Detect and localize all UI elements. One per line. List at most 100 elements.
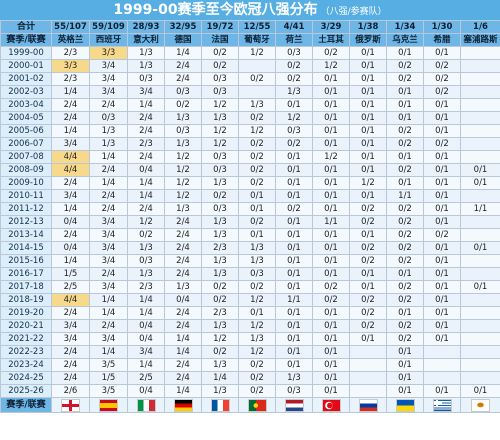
table-cell: 2/3	[51, 72, 90, 86]
table-cell: 0/1	[423, 46, 461, 60]
table-cell: 2/4	[164, 267, 202, 281]
table-cell: 0/1	[312, 85, 350, 99]
table-cell: 0/1	[423, 98, 461, 112]
table-cell: 0/2	[386, 319, 424, 333]
season-label: 2007-08	[0, 150, 52, 164]
table-cell: 1/3	[127, 241, 165, 255]
table-cell: 1/3	[201, 228, 239, 242]
table-cell: 0/1	[275, 306, 313, 320]
flag-cell	[51, 397, 90, 413]
table-row: 2015-16 1/4 3/4 0/3 2/4 1/3 1/3 0/1 0/1 0/2 0/2 0/1	[0, 254, 500, 268]
season-label: 2014-15	[0, 241, 52, 255]
table-cell: 0/2	[238, 163, 276, 177]
table-cell: 0/1	[349, 267, 387, 281]
germany-flag-icon	[173, 398, 193, 412]
table-cell	[460, 72, 500, 86]
table-cell: 0/1	[349, 137, 387, 151]
table-cell: 0/4	[127, 319, 165, 333]
table-cell: 2/4	[89, 98, 128, 112]
table-cell: 3/4	[89, 280, 128, 294]
table-row: 1999-00 2/3 3/3 1/3 1/4 0/2 1/2 0/3 0/2 0/1 0/1 0/1	[0, 46, 500, 60]
table-cell: 0/1	[312, 72, 350, 86]
table-cell: 1/4	[201, 371, 239, 385]
table-cell: 1/3	[201, 254, 239, 268]
table-cell: 0/1	[349, 124, 387, 138]
table-cell: 1/4	[127, 306, 165, 320]
table-cell: 0/1	[386, 345, 424, 359]
table-cell	[423, 345, 461, 359]
flag-cell	[201, 397, 239, 413]
season-label: 2000-01	[0, 59, 52, 73]
table-cell: 2/4	[51, 111, 90, 125]
season-label: 2005-06	[0, 124, 52, 138]
table-cell	[460, 371, 500, 385]
table-cell: 0/2	[238, 215, 276, 229]
table-cell: 0/2	[201, 280, 239, 294]
table-cell: 1/2	[201, 137, 239, 151]
table-cell	[238, 85, 276, 99]
table-cell: 1/4	[89, 306, 128, 320]
table-cell: 0/2	[349, 306, 387, 320]
table-cell: 3/5	[89, 384, 128, 398]
table-cell: 0/2	[201, 345, 239, 359]
table-cell: 0/1	[349, 163, 387, 177]
season-label: 2022-23	[0, 345, 52, 359]
table-cell: 2/4	[51, 176, 90, 190]
table-cell: 3/4	[89, 85, 128, 99]
table-cell: 0/1	[423, 202, 461, 216]
table-cell: 0/1	[423, 150, 461, 164]
table-cell	[460, 254, 500, 268]
table-cell: 0/2	[423, 72, 461, 86]
table-cell: 2/4	[51, 371, 90, 385]
table-cell: 0/1	[312, 254, 350, 268]
season-label: 2023-24	[0, 358, 52, 372]
table-cell: 1/4	[51, 85, 90, 99]
table-row: 2004-05 2/4 0/3 2/4 1/3 1/3 0/2 1/2 0/1 0/1 0/1 0/1	[0, 111, 500, 125]
table-cell: 1/3	[275, 371, 313, 385]
table-cell	[349, 384, 387, 398]
table-cell: 2/4	[164, 59, 202, 73]
table-cell: 1/1	[275, 293, 313, 307]
table-cell: 1/1	[386, 189, 424, 203]
table-cell: 0/2	[386, 59, 424, 73]
league-header-row: 赛季/联赛 英格兰 西班牙 意大利 德国 法国 葡萄牙 荷兰 土耳其 俄罗斯 乌克兰 希腊 塞浦路斯	[0, 33, 500, 47]
table-row: 2019-20 2/4 1/4 1/4 2/4 2/3 0/1 0/1 0/1 0/2 0/1 0/1	[0, 306, 500, 320]
table-cell: 2/4	[164, 319, 202, 333]
table-cell: 1/3	[164, 111, 202, 125]
league-total: 55/107	[51, 20, 90, 34]
table-cell: 1/3	[238, 241, 276, 255]
flag-cell	[275, 397, 313, 413]
table-cell: 0/1	[275, 254, 313, 268]
table-cell: 1/2	[127, 215, 165, 229]
table-cell: 2/4	[51, 98, 90, 112]
table-cell: 1/2	[238, 319, 276, 333]
table-cell: 1/3	[89, 137, 128, 151]
table-cell: 0/2	[201, 189, 239, 203]
table-cell: 3/3	[89, 46, 128, 60]
table-cell: 1/4	[164, 332, 202, 346]
table-cell: 0/1	[460, 176, 500, 190]
table-cell: 3/4	[127, 85, 165, 99]
table-cell	[460, 137, 500, 151]
table-cell: 0/1	[460, 280, 500, 294]
flag-cell	[460, 397, 500, 413]
table-cell: 0/2	[238, 384, 276, 398]
league-total: 12/55	[238, 20, 276, 34]
table-cell: 0/1	[349, 72, 387, 86]
table-cell: 0/2	[275, 137, 313, 151]
england-flag-icon	[61, 398, 80, 412]
table-cell: 0/1	[386, 384, 424, 398]
table-cell: 0/2	[238, 72, 276, 86]
table-cell: 0/2	[349, 241, 387, 255]
table-cell: 1/4	[164, 46, 202, 60]
table-cell: 1/5	[89, 371, 128, 385]
table-cell: 0/1	[349, 332, 387, 346]
table-cell: 1/3	[89, 124, 128, 138]
season-label: 2004-05	[0, 111, 52, 125]
table-cell: 0/3	[127, 72, 165, 86]
table-cell: 0/1	[386, 111, 424, 125]
table-cell: 1/2	[238, 124, 276, 138]
table-row: 2013-14 2/4 3/4 0/2 2/4 1/3 0/1 0/1 0/1 0/1 0/2 0/2	[0, 228, 500, 242]
table-row: 2016-17 1/5 2/4 1/3 2/4 1/3 0/3 0/1 0/1 0/1 0/1 0/1	[0, 267, 500, 281]
